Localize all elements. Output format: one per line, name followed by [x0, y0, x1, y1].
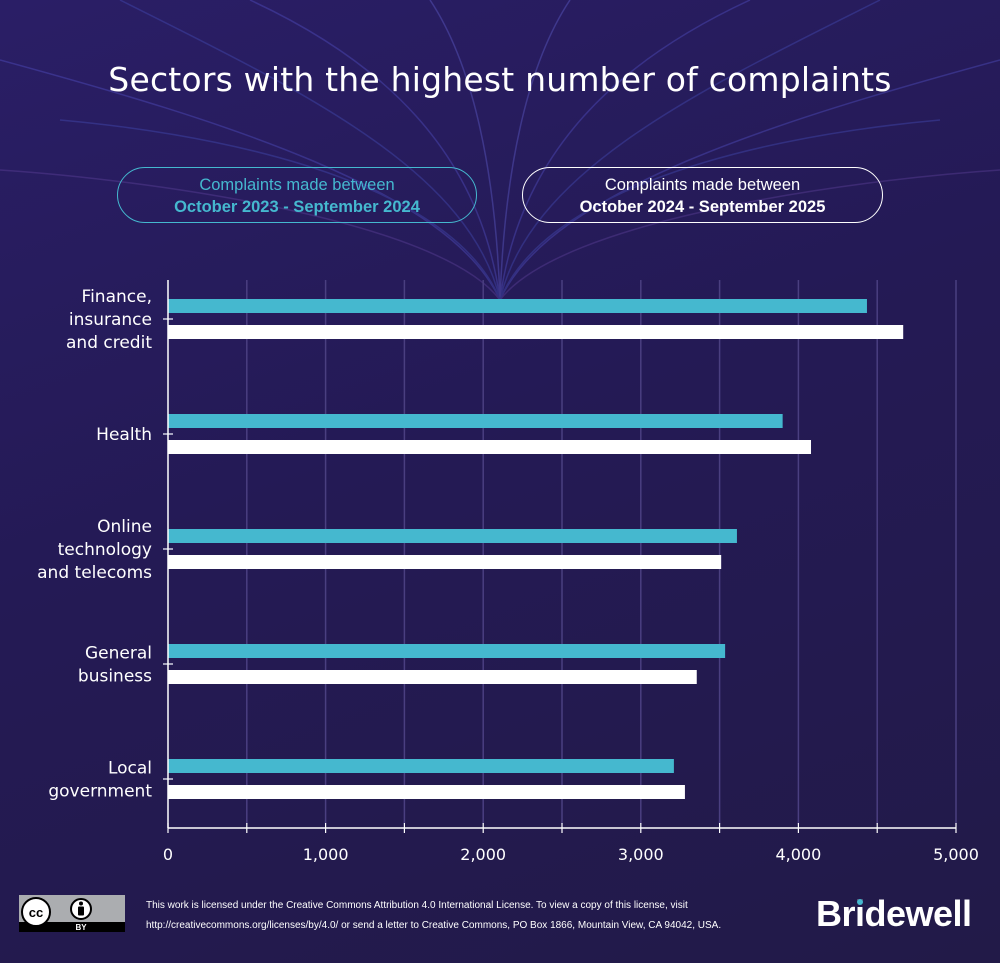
bar-chart: 0 1,000 2,000 3,000 4,000 5,000 Finance, insur…: [37, 280, 979, 864]
category-label: Online technology and telecoms: [37, 517, 152, 583]
x-tick-label: 0: [163, 845, 173, 864]
category-labels: Finance, insurance and credit Health Online t…: [37, 287, 152, 802]
legend-label-line1: Complaints made between: [604, 176, 801, 194]
category-label-line: technology: [58, 540, 152, 560]
category-label: Local government: [48, 759, 152, 802]
license-line-2[interactable]: http://creativecommons.org/licenses/by/4…: [146, 920, 722, 931]
bar-2024-2025: [168, 555, 722, 569]
bar-2023-2024: [168, 529, 737, 543]
chart-title: Sectors with the highest number of compl…: [108, 60, 892, 99]
background-lines-decoration: [0, 0, 1000, 300]
category-label-line: business: [78, 667, 152, 687]
axes: 0 1,000 2,000 3,000 4,000 5,000: [163, 280, 979, 864]
bar-2024-2025: [168, 325, 904, 339]
category-label-line: Health: [96, 425, 152, 445]
category-label-line: Online: [97, 517, 152, 537]
license-notice: This work is licensed under the Creative…: [146, 896, 806, 936]
gridlines: [246, 280, 957, 824]
category-label: Health: [96, 425, 152, 445]
category-label: General business: [78, 644, 152, 687]
by-text: BY: [75, 923, 87, 932]
x-tick-label: 2,000: [460, 845, 506, 864]
category-label-line: Finance,: [82, 287, 152, 307]
category-label: Finance, insurance and credit: [66, 287, 152, 353]
bar-2023-2024: [168, 644, 726, 658]
category-label-line: Local: [108, 759, 152, 779]
legend-item-2023-2024: Complaints made between October 2023 - S…: [117, 167, 477, 223]
license-line-1: This work is licensed under the Creative…: [146, 900, 688, 911]
x-tick-label: 1,000: [303, 845, 349, 864]
category-label-line: and telecoms: [37, 563, 152, 583]
cc-icon: [21, 897, 51, 927]
legend-item-2024-2025: Complaints made between October 2024 - S…: [522, 167, 883, 223]
logo-dot-icon: [857, 899, 863, 905]
bar-2024-2025: [168, 785, 685, 799]
category-label-line: and credit: [66, 333, 152, 353]
legend-label-line1: Complaints made between: [199, 176, 395, 194]
bridewell-logo: Bridewell: [816, 893, 972, 935]
x-tick-label: 4,000: [775, 845, 821, 864]
x-tick-label: 5,000: [933, 845, 979, 864]
category-label-line: General: [85, 644, 152, 664]
cc-by-license-badge: cc BY: [19, 895, 125, 932]
cc-text: cc: [29, 905, 43, 920]
bar-2023-2024: [168, 414, 783, 428]
category-label-line: insurance: [69, 310, 152, 330]
x-tick-label: 3,000: [618, 845, 664, 864]
bar-2024-2025: [168, 440, 812, 454]
bar-2023-2024: [168, 759, 674, 773]
brand-name: Bridewell: [816, 893, 972, 934]
bar-2023-2024: [168, 299, 867, 313]
bar-2024-2025: [168, 670, 697, 684]
legend-label-period: October 2023 - September 2024: [174, 198, 420, 216]
bars: [168, 299, 904, 799]
category-label-line: government: [48, 782, 152, 802]
legend-label-period: October 2024 - September 2025: [579, 198, 826, 216]
